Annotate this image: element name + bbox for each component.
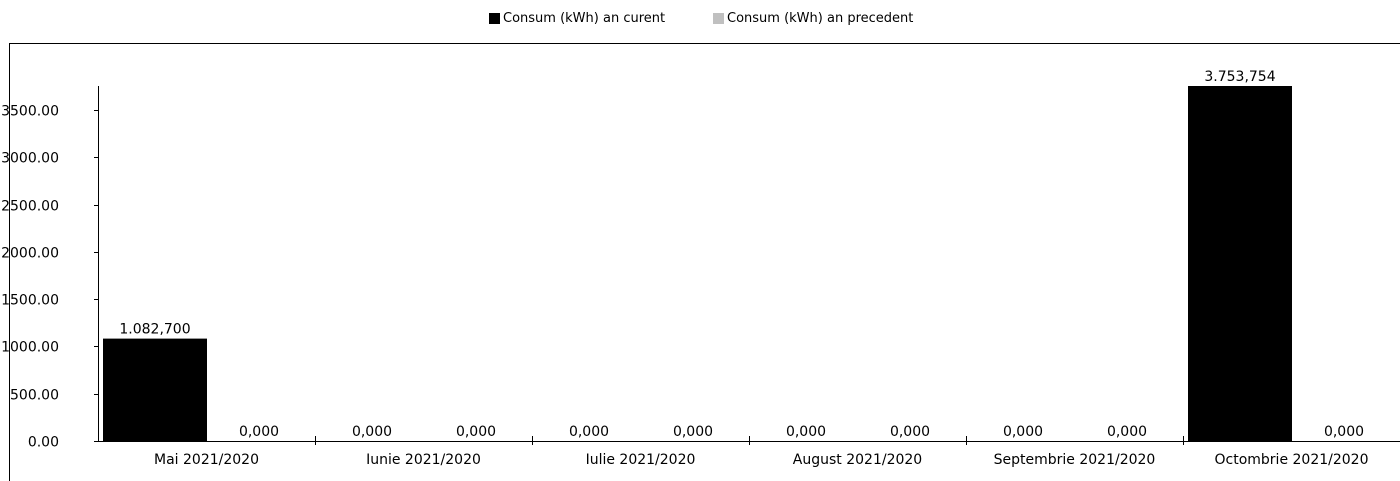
y-tick-label: 500.00 bbox=[10, 388, 59, 404]
x-tick-label: Octombrie 2021/2020 bbox=[1215, 452, 1369, 468]
y-tick-label: 2000.00 bbox=[1, 246, 59, 262]
y-tick-label: 1500.00 bbox=[1, 293, 59, 309]
data-label: 3.753,754 bbox=[1204, 69, 1275, 85]
legend-label-previous: Consum (kWh) an precedent bbox=[727, 11, 914, 26]
x-tick-label: Iunie 2021/2020 bbox=[366, 452, 481, 468]
y-tick-label: 3500.00 bbox=[1, 104, 59, 120]
data-label: 0,000 bbox=[1324, 424, 1364, 440]
data-label: 0,000 bbox=[890, 424, 930, 440]
legend: Consum (kWh) an curent Consum (kWh) an p… bbox=[0, 11, 1400, 29]
chart-frame bbox=[9, 43, 1400, 481]
x-tick-label: August 2021/2020 bbox=[793, 452, 922, 468]
x-tick-label: Septembrie 2021/2020 bbox=[994, 452, 1156, 468]
bar bbox=[1188, 86, 1292, 441]
data-label: 0,000 bbox=[456, 424, 496, 440]
data-label: 0,000 bbox=[239, 424, 279, 440]
data-label: 1.082,700 bbox=[119, 322, 190, 338]
data-label: 0,000 bbox=[569, 424, 609, 440]
legend-swatch-previous bbox=[713, 13, 724, 24]
legend-item-current[interactable]: Consum (kWh) an curent bbox=[489, 11, 665, 26]
legend-swatch-current bbox=[489, 13, 500, 24]
bar bbox=[103, 338, 207, 441]
legend-item-previous[interactable]: Consum (kWh) an precedent bbox=[713, 11, 913, 26]
legend-label-current: Consum (kWh) an curent bbox=[503, 11, 666, 26]
y-tick-label: 3000.00 bbox=[1, 151, 59, 167]
data-label: 0,000 bbox=[786, 424, 826, 440]
data-label: 0,000 bbox=[673, 424, 713, 440]
x-tick-label: Iulie 2021/2020 bbox=[586, 452, 696, 468]
y-tick-label: 1000.00 bbox=[1, 340, 59, 356]
y-tick-label: 0.00 bbox=[28, 435, 59, 451]
y-tick-label: 2500.00 bbox=[1, 199, 59, 215]
data-label: 0,000 bbox=[352, 424, 392, 440]
x-tick-label: Mai 2021/2020 bbox=[154, 452, 259, 468]
data-label: 0,000 bbox=[1107, 424, 1147, 440]
data-label: 0,000 bbox=[1003, 424, 1043, 440]
